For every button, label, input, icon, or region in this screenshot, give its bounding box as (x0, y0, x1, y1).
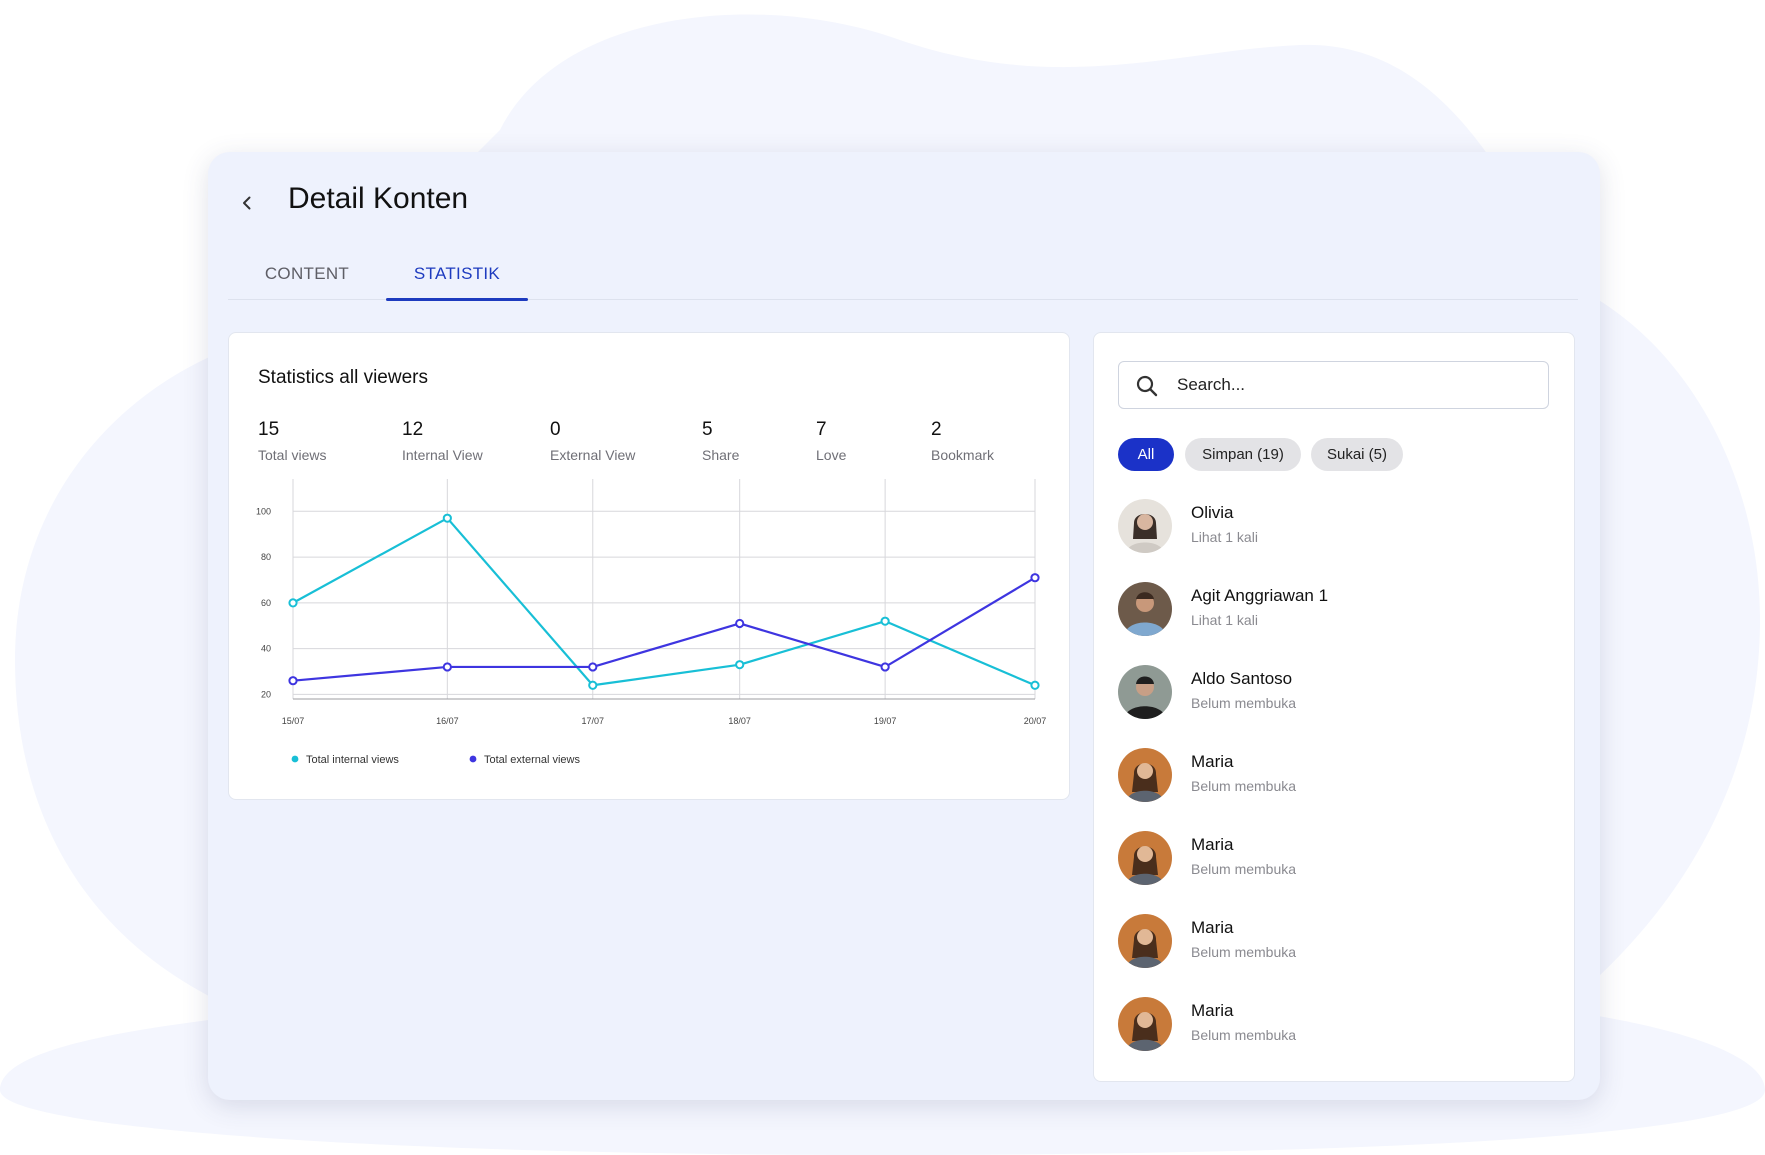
viewer-item[interactable]: Maria Belum membuka (1118, 746, 1558, 806)
viewer-status: Belum membuka (1191, 1027, 1297, 1043)
avatar (1118, 748, 1172, 802)
viewer-item[interactable]: Maria Belum membuka (1118, 912, 1558, 972)
viewer-status: Lihat 1 kali (1191, 529, 1258, 545)
avatar (1118, 499, 1172, 553)
viewer-name: Maria (1191, 918, 1234, 937)
metric-value: 12 (402, 419, 424, 440)
metric-bookmark: 2 Bookmark (931, 419, 994, 463)
avatar (1118, 914, 1172, 968)
viewer-status: Lihat 1 kali (1191, 612, 1258, 628)
back-button[interactable] (230, 186, 264, 220)
legend-label: Total external views (484, 754, 580, 766)
viewer-name: Maria (1191, 752, 1234, 771)
viewer-name: Maria (1191, 1001, 1234, 1020)
series-line-external (292, 576, 1036, 682)
data-point (735, 618, 745, 629)
filter-chip-all[interactable]: All (1118, 438, 1174, 471)
viewer-item[interactable]: Aldo Santoso Belum membuka (1118, 663, 1558, 723)
viewer-item[interactable]: Agit Anggriawan 1 Lihat 1 kali (1118, 580, 1558, 640)
metric-value: 5 (702, 419, 713, 440)
viewer-item[interactable]: Olivia Lihat 1 kali (1118, 497, 1558, 557)
legend-marker (469, 755, 477, 763)
statistics-card: Statistics all viewers 15 Total views 12… (228, 332, 1070, 800)
filter-chip-simpan[interactable]: Simpan (19) (1185, 438, 1301, 471)
viewer-name: Maria (1191, 835, 1234, 854)
data-point (288, 676, 298, 686)
metric-internal-view: 12 Internal View (402, 419, 483, 463)
data-point (880, 662, 890, 672)
avatar (1118, 665, 1172, 719)
viewer-status: Belum membuka (1191, 695, 1297, 711)
viewer-name: Aldo Santoso (1191, 669, 1293, 688)
statistics-title: Statistics all viewers (258, 367, 428, 388)
data-point (1030, 680, 1040, 690)
series-line-internal (292, 517, 1036, 687)
search-input[interactable] (1177, 362, 1537, 408)
viewer-item[interactable]: Maria Belum membuka (1118, 995, 1558, 1055)
metric-external-view: 0 External View (550, 419, 635, 463)
viewer-status: Belum membuka (1191, 944, 1297, 960)
metric-value: 2 (931, 419, 942, 440)
metric-label: Bookmark (931, 447, 995, 463)
viewer-status: Belum membuka (1191, 778, 1297, 794)
x-tick-label: 20/07 (1024, 716, 1047, 726)
metric-label: Love (816, 447, 847, 463)
metric-label: Share (702, 447, 740, 463)
x-tick-label: 17/07 (582, 716, 605, 726)
data-point (588, 662, 598, 672)
data-point (442, 662, 452, 672)
tab-statistik[interactable]: STATISTIK (386, 248, 528, 301)
viewer-item[interactable]: Maria Belum membuka (1118, 829, 1558, 889)
data-point (288, 598, 298, 608)
metric-love: 7 Love (816, 419, 846, 463)
data-point (735, 660, 745, 670)
metric-share: 5 Share (702, 419, 739, 463)
x-tick-label: 15/07 (282, 716, 305, 726)
avatar (1118, 582, 1172, 636)
metric-total-views: 15 Total views (258, 419, 326, 463)
viewer-name: Agit Anggriawan 1 (1191, 586, 1329, 605)
viewer-status: Belum membuka (1191, 861, 1297, 877)
metric-value: 0 (550, 419, 561, 440)
y-tick-label: 40 (261, 644, 271, 654)
data-point (880, 616, 890, 626)
search-icon (1136, 375, 1158, 397)
legend-marker (291, 755, 299, 763)
y-tick-label: 80 (261, 552, 271, 562)
x-tick-label: 18/07 (728, 716, 751, 726)
y-tick-label: 20 (261, 689, 271, 699)
page-title: Detail Konten (288, 182, 469, 215)
avatar (1118, 831, 1172, 885)
y-tick-label: 60 (261, 598, 271, 608)
viewer-name: Olivia (1191, 503, 1234, 522)
x-tick-label: 19/07 (874, 716, 897, 726)
data-point (588, 680, 598, 690)
data-point (1030, 573, 1040, 583)
metric-label: External View (550, 447, 636, 463)
tab-bar: CONTENT STATISTIK (228, 248, 1578, 301)
metric-value: 7 (816, 419, 827, 440)
metric-value: 15 (258, 419, 280, 440)
legend-label: Total internal views (306, 754, 399, 766)
y-tick-label: 100 (256, 506, 271, 516)
viewers-card: All Simpan (19) Sukai (5) Olivia Lihat 1… (1093, 332, 1575, 1082)
data-point (442, 513, 452, 523)
detail-konten-window: Detail Konten CONTENT STATISTIK Statisti… (208, 152, 1600, 1100)
tab-content[interactable]: CONTENT (264, 264, 350, 283)
filter-chip-sukai[interactable]: Sukai (5) (1311, 438, 1403, 471)
metric-label: Total views (258, 447, 327, 463)
x-tick-label: 16/07 (436, 716, 459, 726)
chevron-left-icon (243, 196, 251, 210)
avatar (1118, 997, 1172, 1051)
views-line-chart: 20 40 60 80 100 15/07 16/07 17/07 18/07 19/07 20/0… (256, 479, 1047, 766)
search-box (1118, 361, 1549, 409)
metric-label: Internal View (402, 447, 483, 463)
